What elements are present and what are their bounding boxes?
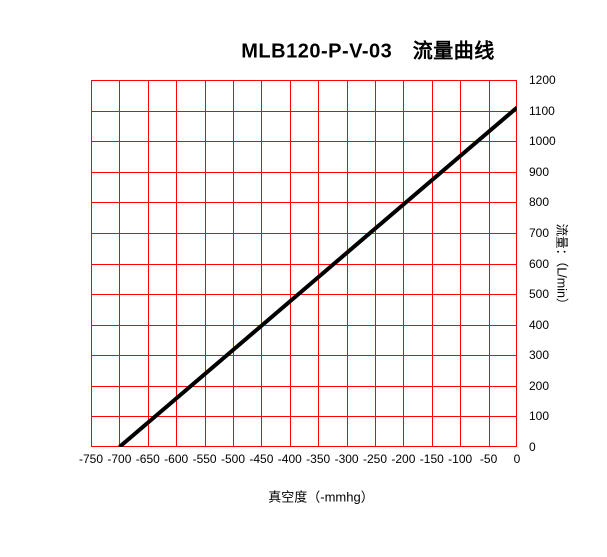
y-axis-tick-label: 0 — [529, 440, 536, 454]
x-axis-tick-label: -700 — [107, 452, 132, 466]
x-axis-tick-label: -100 — [448, 452, 473, 466]
y-axis-tick-label: 500 — [529, 287, 550, 302]
x-axis-tick-label: -50 — [479, 452, 498, 466]
x-axis-tick-label: -350 — [306, 452, 331, 466]
x-axis-tick-label: -300 — [334, 452, 359, 466]
y-axis-tick-label: 700 — [529, 225, 550, 240]
x-axis-tick-label: -200 — [391, 452, 416, 466]
x-axis-tick-label: -600 — [164, 452, 189, 466]
y-axis-tick-label: 1000 — [529, 134, 556, 149]
flow-curve-line — [118, 106, 517, 447]
y-axis-tick-label: 100 — [529, 409, 550, 424]
y-axis-tick-label: 400 — [529, 317, 550, 332]
y-axis-tick-label: 1200 — [529, 73, 556, 87]
y-axis-tick-label: 300 — [529, 348, 550, 363]
x-axis-tick-label: -250 — [362, 452, 388, 466]
y-axis-tick-label: 800 — [529, 195, 550, 210]
y-axis-tick-label: 900 — [529, 164, 550, 179]
y-axis-title: 流量：（L/min） — [554, 223, 569, 311]
y-axis-tick-label: 200 — [529, 378, 550, 393]
x-axis-tick-label: -150 — [419, 452, 444, 466]
plot-area — [91, 80, 517, 447]
x-axis-tick-label: -750 — [78, 452, 104, 466]
x-axis-tick-label: -400 — [277, 452, 302, 466]
y-axis-tick-label: 600 — [529, 256, 550, 271]
chart-title: MLB120-P-V-03 流量曲线 — [241, 40, 495, 63]
x-axis-tick-label: 0 — [513, 452, 521, 466]
x-axis-tick-label: -550 — [192, 452, 217, 466]
x-axis-tick-label: -450 — [249, 452, 274, 466]
grid-lines — [91, 80, 517, 447]
x-axis-title: 真空度（-mmhg） — [268, 489, 374, 505]
x-axis-tick-label: -500 — [220, 452, 246, 466]
x-axis-tick-label: -650 — [135, 452, 160, 466]
y-axis-tick-label: 1100 — [529, 103, 555, 118]
